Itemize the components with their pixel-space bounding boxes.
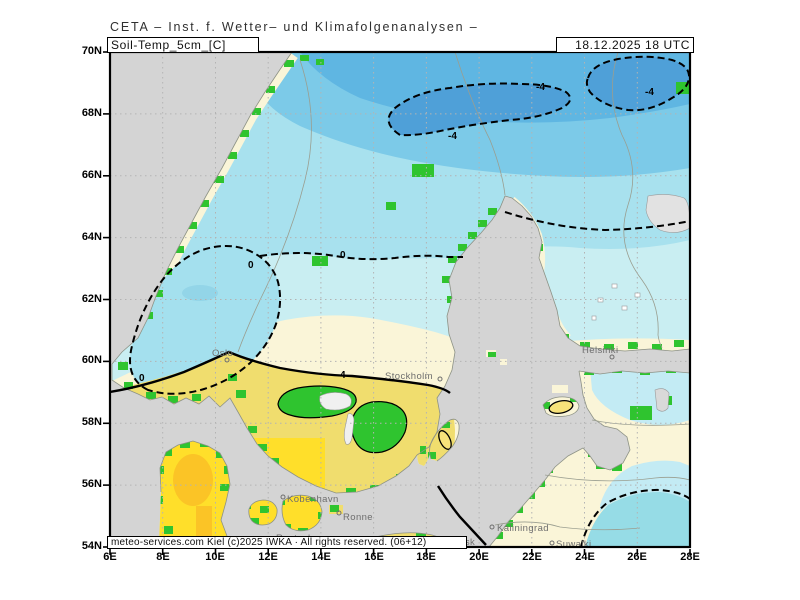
city-label-kobenhavn: Kobenhavn: [287, 494, 339, 505]
contour-label-zero: 0: [139, 373, 145, 384]
contour-label-four: 4: [340, 370, 346, 381]
city-dot: [549, 540, 555, 546]
city-label-helsinki: Helsinki: [582, 345, 618, 356]
y-axis-label: 62N: [81, 293, 102, 305]
y-axis-label: 66N: [81, 169, 102, 181]
city-dot: [336, 510, 342, 516]
y-axis-label: 60N: [81, 354, 102, 366]
contour-label-zero: 0: [248, 260, 254, 271]
x-axis-label: 22E: [522, 551, 542, 563]
contour-lines-dashed: [129, 55, 690, 547]
copyright-box: meteo-services.com Kiel (c)2025 IWKA · A…: [107, 536, 467, 549]
axis-ticks: [103, 51, 691, 555]
city-dot: [437, 376, 443, 382]
y-axis-label: 54N: [81, 540, 102, 552]
variable-title-box: Soil-Temp_5cm_[C]: [107, 37, 259, 53]
y-axis-label: 56N: [81, 478, 102, 490]
x-axis-label: 12E: [258, 551, 278, 563]
city-label-stockholm: Stockholm: [385, 371, 433, 382]
page-title: CETA – Inst. f. Wetter– und Klimafolgena…: [110, 20, 479, 34]
valid-time-box: 18.12.2025 18 UTC: [556, 37, 694, 53]
x-axis-label: 16E: [364, 551, 384, 563]
contour-label-minus4: -4: [536, 82, 545, 93]
x-axis-label: 24E: [575, 551, 595, 563]
graticule: [110, 52, 690, 547]
x-axis-label: 28E: [680, 551, 700, 563]
city-dot: [609, 354, 615, 360]
country-borders: [237, 52, 690, 531]
city-label-kaliningrad: Kaliningrad: [497, 523, 549, 534]
map-area: -4 -4 -4 0 0 0 4 Oslo Stockholm: [110, 52, 690, 550]
contour-lines-solid: [110, 350, 487, 546]
y-axis-label: 64N: [81, 231, 102, 243]
x-axis-label: 20E: [469, 551, 489, 563]
x-axis-label: 14E: [311, 551, 331, 563]
y-axis-label: 70N: [81, 45, 102, 57]
contour-labels: -4 -4 -4 0 0 0 4: [139, 82, 654, 384]
contour-label-minus4: -4: [645, 87, 654, 98]
city-dot: [280, 494, 286, 500]
city-dot: [489, 524, 495, 530]
city-label-suwalki: Suwalki: [556, 539, 592, 550]
x-axis-label: 18E: [416, 551, 436, 563]
x-axis-label: 10E: [205, 551, 225, 563]
y-axis-label: 58N: [81, 416, 102, 428]
city-label-ronne: Ronne: [343, 512, 373, 523]
x-axis-label: 8E: [156, 551, 170, 563]
contour-label-minus4: -4: [448, 131, 457, 142]
x-axis-label: 26E: [627, 551, 647, 563]
city-dot: [224, 357, 230, 363]
contour-label-zero: 0: [340, 250, 346, 261]
y-axis-label: 68N: [81, 107, 102, 119]
city-label-oslo: Oslo: [212, 348, 233, 359]
x-axis-label: 6E: [103, 551, 117, 563]
